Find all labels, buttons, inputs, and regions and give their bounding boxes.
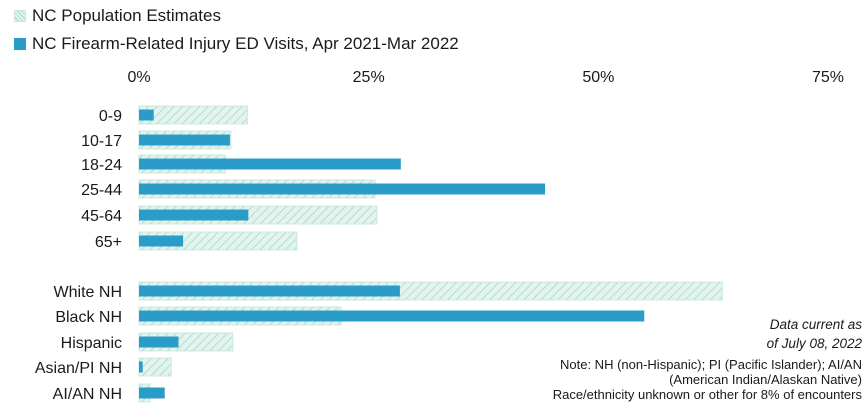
category-label: 65+: [95, 234, 122, 251]
data-current-line-2: of July 08, 2022: [766, 336, 862, 351]
bar-ed-visits-0-9: [139, 109, 154, 121]
category-label: 0-9: [99, 108, 122, 125]
bar-ed-visits-hispanic: [139, 336, 179, 348]
x-tick-label: 25%: [353, 69, 385, 86]
footnote-line-1: Note: NH (non-Hispanic); PI (Pacific Isl…: [560, 357, 862, 372]
data-current-line-1: Data current as: [769, 317, 862, 332]
category-label: 45-64: [81, 208, 122, 225]
legend-label-ed-visits: NC Firearm-Related Injury ED Visits, Apr…: [32, 34, 459, 53]
bar-ed-visits-asian-pi-nh: [139, 361, 143, 373]
bar-population-0-9: [138, 105, 248, 125]
category-label: 10-17: [81, 133, 122, 150]
footnote-line-3: Race/ethnicity unknown or other for 8% o…: [552, 387, 862, 402]
category-label: White NH: [54, 284, 122, 301]
legend-item-ed-visits: NC Firearm-Related Injury ED Visits, Apr…: [14, 34, 459, 54]
x-tick-label: 0%: [127, 69, 150, 86]
x-tick-label: 75%: [812, 69, 844, 86]
bar-population-asian-pi-nh: [138, 357, 172, 377]
bar-ed-visits-25-44: [139, 183, 546, 195]
category-label: Black NH: [55, 309, 122, 326]
category-label: AI/AN NH: [53, 386, 122, 403]
category-label: 25-44: [81, 182, 122, 199]
category-label: Asian/PI NH: [35, 360, 122, 377]
legend-swatch-hatched-icon: [14, 10, 26, 22]
legend-label-population: NC Population Estimates: [32, 6, 221, 25]
bar-ed-visits-10-17: [139, 134, 230, 146]
data-current-note: Data current as of July 08, 2022: [767, 315, 862, 353]
x-tick-label: 50%: [582, 69, 614, 86]
bar-ed-visits-65-: [139, 235, 184, 247]
bar-ed-visits-black-nh: [139, 310, 645, 322]
footnote-line-2: (American Indian/Alaskan Native): [669, 372, 862, 387]
bar-ed-visits-45-64: [139, 209, 249, 221]
legend-swatch-solid-icon: [14, 38, 26, 50]
legend-item-population: NC Population Estimates: [14, 6, 221, 26]
bar-ed-visits-ai-an-nh: [139, 387, 165, 399]
category-label: 18-24: [81, 157, 122, 174]
bar-ed-visits-white-nh: [139, 285, 400, 297]
category-label: Hispanic: [61, 335, 122, 352]
footnote: Note: NH (non-Hispanic); PI (Pacific Isl…: [553, 357, 862, 402]
bar-ed-visits-18-24: [139, 158, 401, 170]
